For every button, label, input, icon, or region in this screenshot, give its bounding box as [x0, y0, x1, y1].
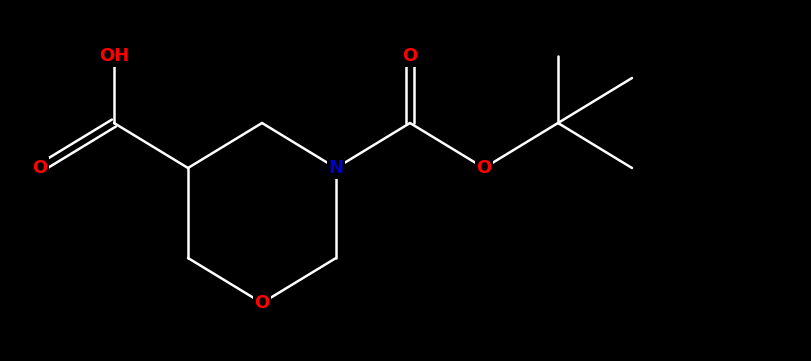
- Text: O: O: [32, 159, 48, 177]
- Text: OH: OH: [99, 47, 129, 65]
- Text: O: O: [476, 159, 491, 177]
- Text: O: O: [254, 294, 269, 312]
- Text: N: N: [328, 159, 343, 177]
- Text: O: O: [402, 47, 417, 65]
